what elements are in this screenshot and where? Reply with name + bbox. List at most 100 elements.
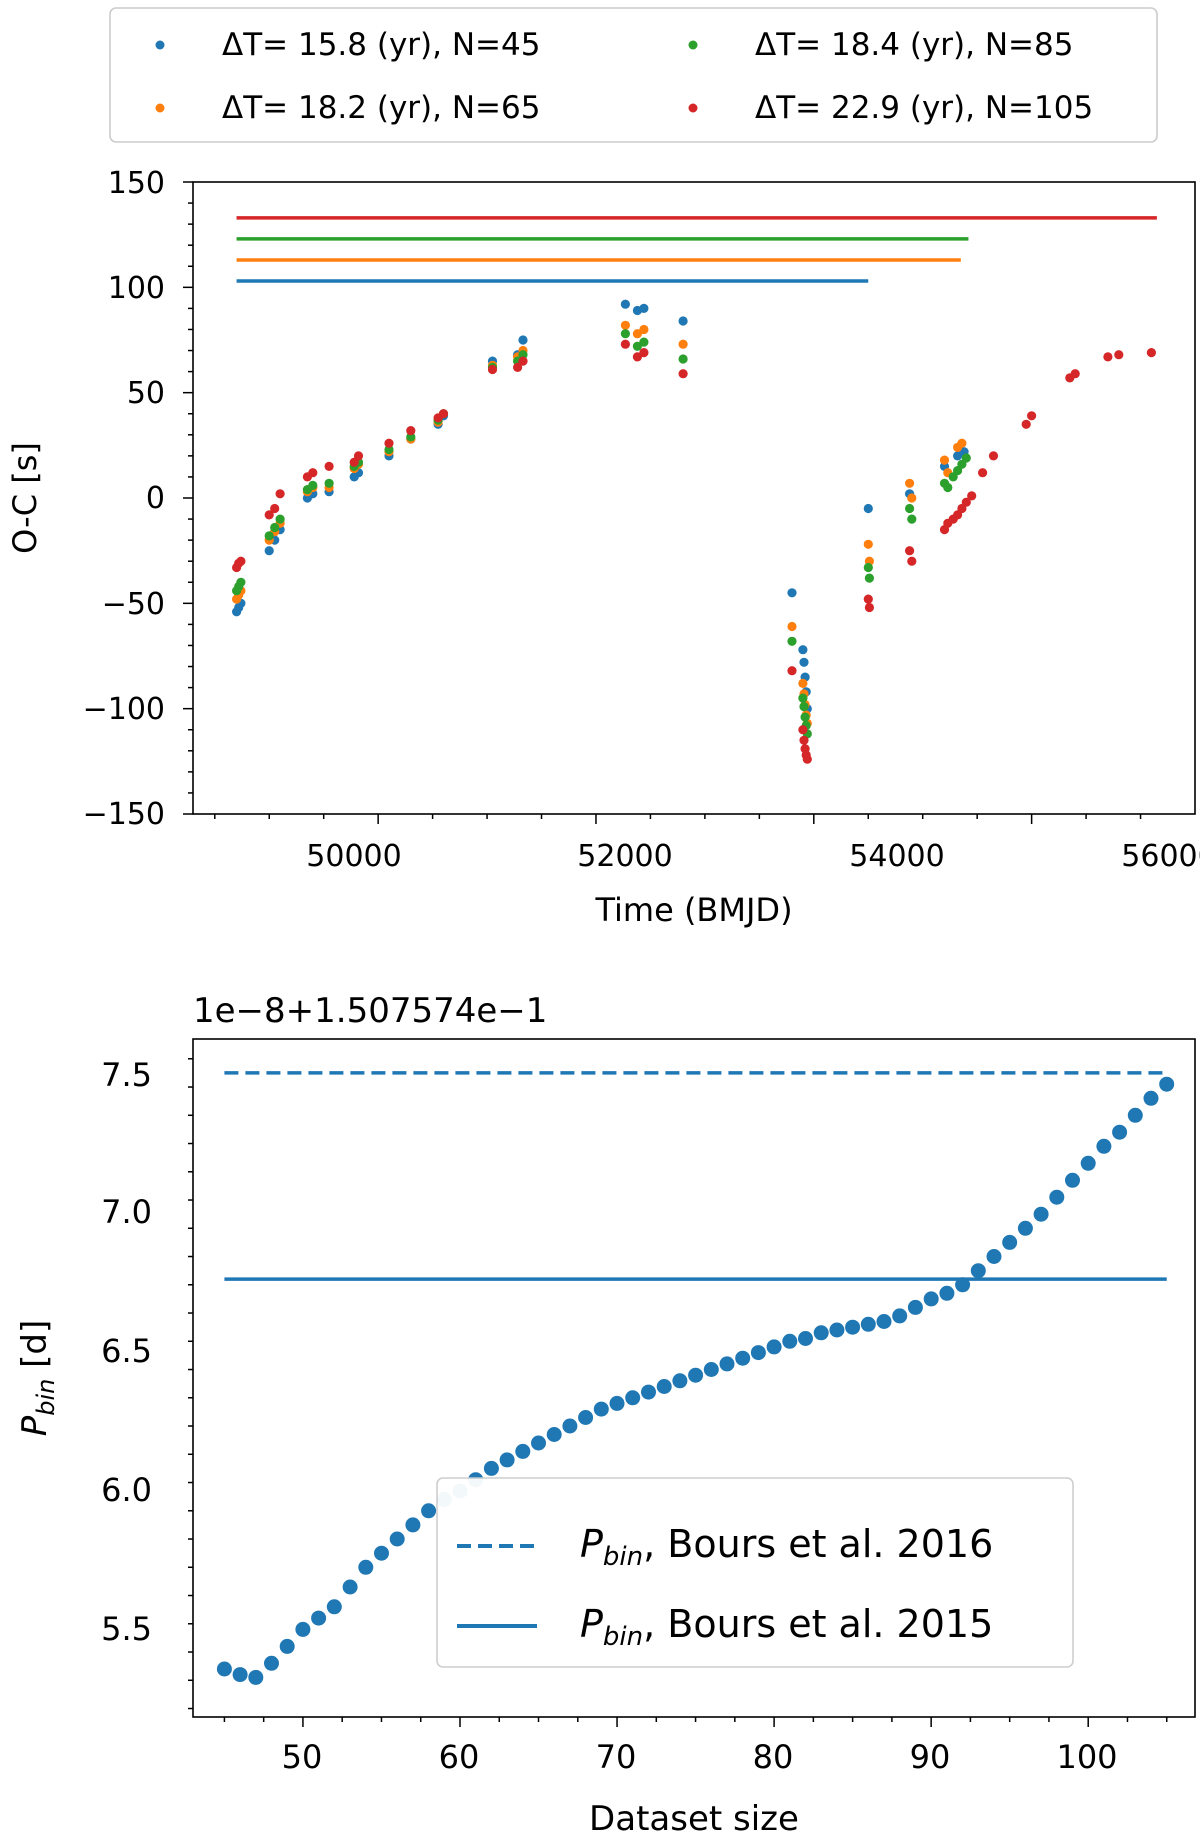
data-point bbox=[342, 1579, 358, 1595]
xtick-label: 54000 bbox=[849, 839, 944, 874]
data-point bbox=[829, 1322, 845, 1338]
data-point-series-3 bbox=[678, 354, 688, 364]
ytick-label: 150 bbox=[108, 166, 165, 201]
data-point bbox=[876, 1314, 892, 1329]
data-point bbox=[986, 1249, 1002, 1264]
data-point-series-4 bbox=[632, 352, 643, 362]
data-point-series-4 bbox=[961, 497, 971, 507]
ytick-label: 0 bbox=[146, 481, 165, 516]
data-point bbox=[1143, 1090, 1159, 1106]
data-point bbox=[1017, 1220, 1033, 1236]
data-point-series-3 bbox=[907, 514, 917, 524]
ytick-label: 100 bbox=[108, 271, 165, 306]
ytick-label: −50 bbox=[102, 587, 165, 622]
data-point-series-3 bbox=[639, 337, 649, 347]
xtick-label: 70 bbox=[596, 1738, 637, 1776]
data-point bbox=[483, 1460, 499, 1476]
data-point bbox=[766, 1339, 782, 1355]
data-point-series-4 bbox=[678, 369, 688, 379]
data-point bbox=[279, 1638, 295, 1654]
legend-label-text: , Bours et al. 2016 bbox=[643, 1522, 993, 1566]
data-point bbox=[405, 1517, 421, 1533]
xtick-label: 80 bbox=[753, 1738, 794, 1776]
bottom-plot-content bbox=[216, 1071, 1175, 1685]
data-point-series-3 bbox=[264, 531, 274, 541]
data-point-series-4 bbox=[864, 602, 875, 613]
data-point bbox=[625, 1390, 641, 1406]
data-point-series-4 bbox=[967, 491, 977, 501]
legend-marker-series-1 bbox=[155, 40, 165, 50]
data-point bbox=[531, 1435, 546, 1451]
data-point-series-2 bbox=[639, 324, 649, 335]
data-point bbox=[672, 1373, 688, 1389]
bottom-x-axis-label: Dataset size bbox=[589, 1799, 799, 1838]
top-plot-content bbox=[232, 216, 1157, 764]
data-point bbox=[1127, 1107, 1143, 1123]
data-point-series-3 bbox=[864, 573, 875, 583]
legend-p-subscript: bin bbox=[603, 1622, 643, 1652]
data-point-series-3 bbox=[798, 693, 808, 703]
ytick-label: 6.5 bbox=[101, 1332, 152, 1370]
data-point-series-3 bbox=[406, 432, 416, 442]
data-point-series-2 bbox=[905, 478, 915, 488]
data-point-series-4 bbox=[264, 510, 274, 520]
data-point-series-4 bbox=[353, 451, 364, 461]
data-point-series-4 bbox=[308, 468, 318, 478]
data-point-series-2 bbox=[620, 320, 631, 330]
data-point-series-4 bbox=[620, 339, 631, 349]
top-xticklabels: 50000 52000 54000 56000 bbox=[306, 839, 1200, 874]
ytick-label: 5.5 bbox=[101, 1610, 152, 1648]
data-point bbox=[703, 1362, 719, 1377]
data-point-series-3 bbox=[905, 503, 915, 514]
data-point-series-3 bbox=[961, 453, 971, 463]
data-point-series-4 bbox=[1146, 348, 1156, 358]
data-point-series-3 bbox=[324, 478, 334, 488]
data-point bbox=[782, 1333, 798, 1349]
data-point bbox=[1002, 1234, 1018, 1250]
xtick-label: 50 bbox=[282, 1738, 323, 1776]
data-point bbox=[1112, 1124, 1128, 1140]
ytick-label: 7.0 bbox=[101, 1193, 152, 1231]
legend-label-series-3: ΔT= 18.4 (yr), N=85 bbox=[755, 27, 1073, 63]
data-point bbox=[1080, 1155, 1096, 1171]
data-point-series-4 bbox=[1021, 419, 1031, 429]
legend-marker-series-4 bbox=[688, 103, 698, 113]
data-point bbox=[955, 1277, 971, 1293]
data-point-series-4 bbox=[1114, 350, 1124, 360]
data-point-series-2 bbox=[907, 493, 917, 503]
data-point-series-4 bbox=[799, 735, 809, 745]
data-point-series-3 bbox=[800, 712, 810, 722]
data-point-series-3 bbox=[863, 562, 873, 573]
data-point-series-4 bbox=[518, 356, 528, 366]
bottom-yticklabels: 7.5 7.0 6.5 6.0 5.5 bbox=[101, 1056, 152, 1648]
ylabel-p-symbol: P bbox=[15, 1415, 55, 1436]
top-plot-frame bbox=[192, 181, 1196, 815]
data-point bbox=[750, 1345, 766, 1361]
data-point-series-4 bbox=[487, 364, 498, 375]
data-point bbox=[656, 1379, 672, 1394]
data-point bbox=[295, 1621, 311, 1637]
legend-p-subscript: bin bbox=[603, 1542, 643, 1572]
data-point bbox=[499, 1452, 515, 1468]
data-point bbox=[389, 1531, 405, 1547]
data-point-series-4 bbox=[384, 438, 394, 448]
data-point bbox=[719, 1356, 735, 1372]
data-point-series-2 bbox=[632, 329, 643, 339]
bottom-y-axis-label: Pbin [d] bbox=[15, 1320, 60, 1437]
top-legend: ΔT= 15.8 (yr), N=45 ΔT= 18.2 (yr), N=65 … bbox=[109, 7, 1158, 143]
data-point-series-2 bbox=[939, 455, 950, 465]
data-point bbox=[515, 1443, 531, 1459]
data-point bbox=[593, 1401, 609, 1417]
legend-label-bours-2016: Pbin, Bours et al. 2016 bbox=[580, 1522, 993, 1572]
data-point bbox=[892, 1308, 908, 1324]
data-point-series-4 bbox=[978, 468, 988, 478]
data-point-series-2 bbox=[798, 678, 808, 689]
top-yticklabels: 150 100 50 0 −50 −100 −150 bbox=[83, 166, 165, 832]
data-point bbox=[970, 1263, 986, 1279]
data-point-series-4 bbox=[907, 556, 917, 566]
data-point-series-3 bbox=[236, 577, 246, 587]
xtick-label: 100 bbox=[1056, 1738, 1117, 1776]
data-point-series-4 bbox=[270, 503, 280, 514]
data-point bbox=[1159, 1076, 1175, 1092]
